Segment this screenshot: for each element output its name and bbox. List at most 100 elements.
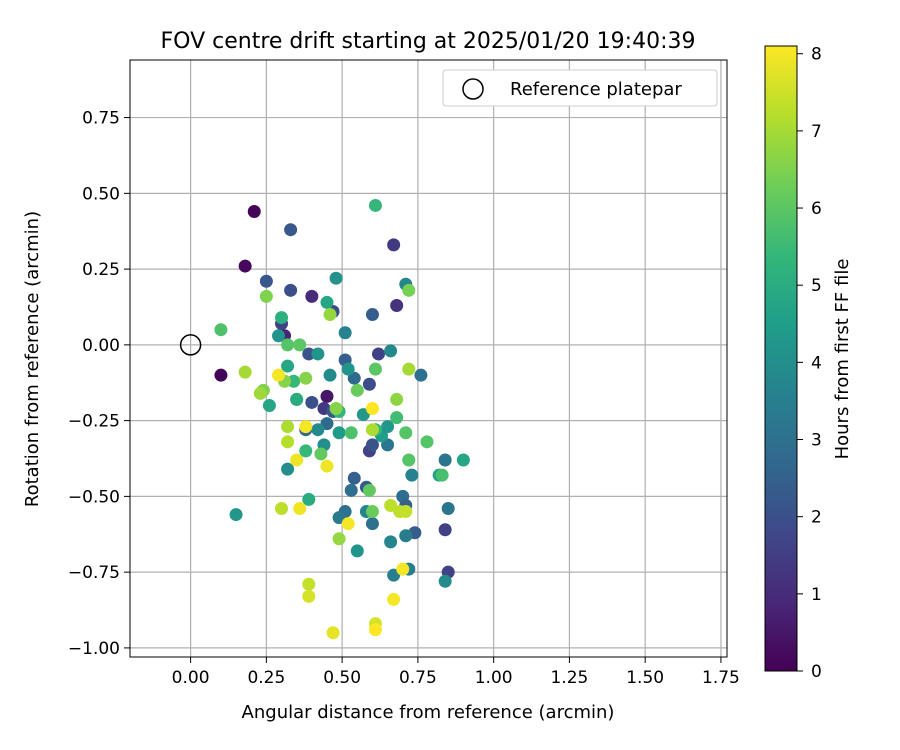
colorbar-tick-label: 6 xyxy=(811,199,822,219)
data-point xyxy=(320,459,334,473)
data-point xyxy=(405,468,419,482)
x-tick-label: 1.00 xyxy=(475,668,513,688)
x-tick-label: 0.25 xyxy=(247,668,285,688)
data-point xyxy=(438,453,452,467)
plot-area xyxy=(130,60,727,657)
y-tick-label: 0.00 xyxy=(82,336,120,356)
data-point xyxy=(362,483,376,497)
x-axis-ticks: 0.00 0.25 0.50 0.75 1.00 1.25 1.50 1.75 xyxy=(172,657,740,688)
data-point xyxy=(390,392,404,406)
data-point xyxy=(323,308,337,322)
data-point xyxy=(259,274,273,288)
y-tick-label: 0.50 xyxy=(82,184,120,204)
data-point xyxy=(290,453,304,467)
data-point xyxy=(399,426,413,440)
data-point xyxy=(302,589,316,603)
colorbar-label: Hours from first FF file xyxy=(832,259,853,460)
data-point xyxy=(399,505,413,519)
data-point xyxy=(387,592,401,606)
data-point xyxy=(238,365,252,379)
x-tick-label: 1.50 xyxy=(626,668,664,688)
data-point xyxy=(365,517,379,531)
data-point xyxy=(284,223,298,237)
data-point xyxy=(326,626,340,640)
data-point xyxy=(329,271,343,285)
data-point xyxy=(281,435,295,449)
x-axis-label: Angular distance from reference (arcmin) xyxy=(242,702,615,723)
data-point xyxy=(384,535,398,549)
data-point xyxy=(368,623,382,637)
data-point xyxy=(420,435,434,449)
data-point xyxy=(362,377,376,391)
data-point xyxy=(329,402,343,416)
data-point xyxy=(302,492,316,506)
data-point xyxy=(368,362,382,376)
data-point xyxy=(384,344,398,358)
data-point xyxy=(390,298,404,312)
plot-frame xyxy=(129,59,728,658)
data-point xyxy=(371,347,385,361)
data-point xyxy=(299,444,313,458)
y-tick-label: −1.00 xyxy=(68,639,120,659)
y-tick-label: −0.50 xyxy=(68,487,120,507)
legend-label: Reference platepar xyxy=(510,79,682,100)
data-point xyxy=(438,523,452,537)
data-point xyxy=(275,311,289,325)
chart-title: FOV centre drift starting at 2025/01/20 … xyxy=(161,29,696,54)
data-point xyxy=(347,471,361,485)
data-point xyxy=(441,502,455,516)
data-point xyxy=(320,389,334,403)
data-point xyxy=(338,326,352,340)
data-point xyxy=(284,283,298,297)
data-point xyxy=(402,283,416,297)
data-point xyxy=(281,359,295,373)
x-tick-label: 0.50 xyxy=(323,668,361,688)
x-tick-label: 0.00 xyxy=(172,668,210,688)
legend: Reference platepar xyxy=(442,69,718,107)
x-tick-label: 1.25 xyxy=(550,668,588,688)
data-point xyxy=(381,420,395,434)
data-point xyxy=(438,574,452,588)
data-point xyxy=(390,411,404,425)
colorbar-tick-label: 8 xyxy=(811,45,822,65)
data-point xyxy=(253,386,267,400)
legend-box xyxy=(442,69,718,107)
data-point xyxy=(402,453,416,467)
x-tick-label: 1.75 xyxy=(702,668,740,688)
data-point xyxy=(396,562,410,576)
data-point xyxy=(365,505,379,519)
data-point xyxy=(275,502,289,516)
colorbar-tick-label: 7 xyxy=(811,122,822,142)
legend-marker-open-circle xyxy=(462,78,484,100)
colorbar-tick-label: 2 xyxy=(811,508,822,528)
colorbar-ticks: 0 1 2 3 4 5 6 7 8 xyxy=(797,45,822,682)
data-point xyxy=(287,374,301,388)
data-point xyxy=(293,338,307,352)
data-point xyxy=(271,368,285,382)
data-point xyxy=(456,453,470,467)
colorbar-bar xyxy=(764,45,798,672)
data-point xyxy=(302,577,316,591)
data-point xyxy=(350,383,364,397)
data-point xyxy=(281,462,295,476)
data-point xyxy=(344,483,358,497)
data-point xyxy=(281,338,295,352)
data-point xyxy=(259,289,273,303)
data-point xyxy=(320,295,334,309)
data-point xyxy=(305,289,319,303)
data-point xyxy=(387,238,401,252)
colorbar-tick-label: 1 xyxy=(811,585,822,605)
data-point xyxy=(435,468,449,482)
colorbar: 0 1 2 3 4 5 6 7 8 Hours from first FF file xyxy=(764,45,853,682)
colorbar-tick-label: 4 xyxy=(811,353,822,373)
grid-lines xyxy=(130,60,727,657)
colorbar-tick-label: 0 xyxy=(811,662,822,682)
data-point xyxy=(368,198,382,212)
y-tick-label: 0.25 xyxy=(82,260,120,280)
data-point xyxy=(365,423,379,437)
data-point xyxy=(332,532,346,546)
data-point xyxy=(350,544,364,558)
data-point xyxy=(238,259,252,273)
reference-platepar-marker xyxy=(179,334,202,356)
